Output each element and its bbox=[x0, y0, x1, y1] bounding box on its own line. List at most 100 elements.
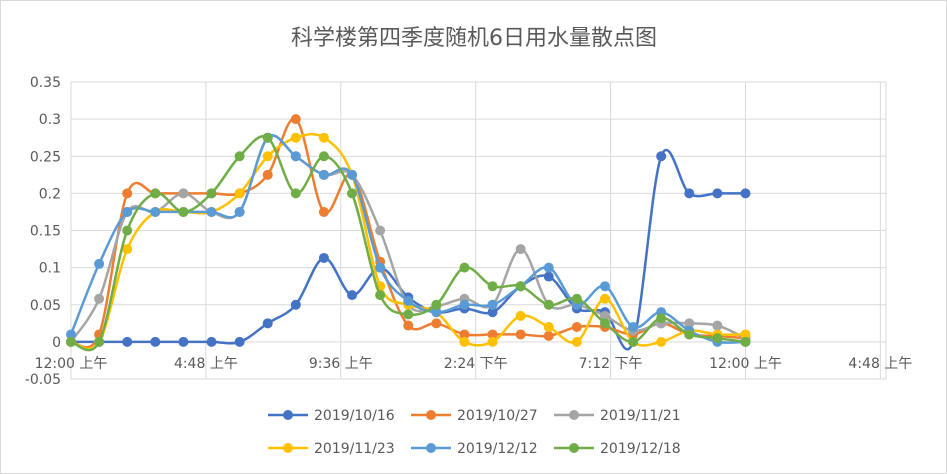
data-point bbox=[122, 336, 133, 347]
data-point bbox=[122, 206, 133, 217]
data-point bbox=[543, 271, 554, 282]
data-point bbox=[599, 318, 610, 329]
data-point bbox=[656, 313, 667, 324]
y-tick-label: 0.1 bbox=[39, 261, 61, 277]
data-point bbox=[290, 188, 301, 199]
data-point bbox=[318, 151, 329, 162]
legend-item: 2019/11/23 bbox=[268, 441, 395, 457]
data-point bbox=[628, 322, 639, 333]
data-point bbox=[290, 114, 301, 125]
data-point bbox=[178, 188, 189, 199]
data-point bbox=[290, 132, 301, 143]
data-point bbox=[290, 151, 301, 162]
data-point bbox=[206, 206, 217, 217]
data-point bbox=[234, 188, 245, 199]
legend: 2019/10/16 2019/10/27 2019/11/21 2019/11/23… bbox=[268, 408, 681, 457]
data-point bbox=[740, 329, 751, 340]
y-tick-label: 0.3 bbox=[39, 112, 61, 128]
legend-item: 2019/11/21 bbox=[554, 408, 681, 424]
data-point bbox=[403, 296, 414, 307]
data-point bbox=[234, 151, 245, 162]
data-point bbox=[375, 262, 386, 273]
data-point bbox=[487, 307, 498, 318]
data-point bbox=[318, 169, 329, 180]
data-point bbox=[318, 252, 329, 263]
data-point bbox=[347, 290, 358, 301]
data-point bbox=[347, 188, 358, 199]
data-point bbox=[262, 169, 273, 180]
data-point bbox=[94, 336, 105, 347]
chart-title: 科学楼第四季度随机6日用水量散点图 bbox=[291, 26, 657, 51]
data-point bbox=[487, 329, 498, 340]
data-point bbox=[487, 281, 498, 292]
data-point bbox=[599, 310, 610, 321]
data-point bbox=[599, 293, 610, 304]
data-point bbox=[94, 293, 105, 304]
legend-label: 2019/11/21 bbox=[600, 408, 681, 424]
data-point bbox=[66, 336, 76, 347]
data-point bbox=[712, 333, 723, 344]
series-line bbox=[70, 148, 746, 351]
data-point bbox=[403, 309, 414, 320]
legend-label: 2019/10/27 bbox=[457, 408, 538, 424]
data-point bbox=[740, 188, 751, 199]
data-point bbox=[740, 336, 751, 347]
data-point bbox=[150, 206, 161, 217]
data-point bbox=[459, 329, 470, 340]
y-tick-label: 0.15 bbox=[30, 224, 61, 240]
y-tick-label: 0.35 bbox=[30, 75, 61, 91]
series-group bbox=[66, 114, 751, 352]
data-point bbox=[515, 329, 526, 340]
data-point bbox=[515, 281, 526, 292]
data-point bbox=[122, 244, 133, 255]
x-axis-ticks: 12:00 上午 4:48 上午 9:36 上午 2:24 下午 7:12 下午 12:0… bbox=[35, 356, 913, 372]
data-point bbox=[206, 188, 217, 199]
data-point bbox=[347, 169, 358, 180]
legend-marker bbox=[569, 443, 579, 453]
data-point bbox=[178, 336, 189, 347]
data-point bbox=[234, 336, 245, 347]
data-point bbox=[628, 336, 639, 347]
series-2019-12-18 bbox=[66, 132, 751, 352]
data-point bbox=[122, 225, 133, 236]
data-point bbox=[656, 336, 667, 347]
data-point bbox=[543, 299, 554, 310]
x-tick-label: 4:48 上午 bbox=[848, 356, 912, 372]
legend-label: 2019/12/12 bbox=[457, 441, 538, 457]
legend-label: 2019/11/23 bbox=[314, 441, 395, 457]
data-point bbox=[375, 290, 386, 301]
data-point bbox=[290, 299, 301, 310]
data-point bbox=[571, 336, 582, 347]
data-point bbox=[543, 322, 554, 333]
data-point bbox=[487, 336, 498, 347]
data-point bbox=[375, 225, 386, 236]
data-point bbox=[150, 188, 161, 199]
data-point bbox=[543, 262, 554, 273]
x-tick-label: 4:48 上午 bbox=[174, 356, 238, 372]
y-tick-label: 0.05 bbox=[30, 298, 61, 314]
y-tick-label: 0.2 bbox=[39, 186, 61, 202]
data-point bbox=[403, 320, 414, 331]
x-tick-label: 12:00 上午 bbox=[35, 356, 108, 372]
data-point bbox=[684, 318, 695, 329]
y-axis-ticks: -0.05 0 0.05 0.1 0.15 0.2 0.25 0.3 0.35 bbox=[25, 75, 61, 388]
data-point bbox=[431, 299, 442, 310]
data-point bbox=[684, 188, 695, 199]
legend-item: 2019/12/18 bbox=[554, 441, 681, 457]
data-point bbox=[150, 336, 161, 347]
data-point bbox=[571, 322, 582, 333]
legend-marker bbox=[283, 443, 293, 453]
y-tick-label: 0.25 bbox=[30, 149, 61, 165]
legend-marker bbox=[283, 410, 293, 420]
x-tick-label: 12:00 上午 bbox=[709, 356, 782, 372]
x-tick-label: 7:12 下午 bbox=[579, 356, 643, 372]
data-point bbox=[684, 329, 695, 340]
data-point bbox=[122, 188, 133, 199]
data-point bbox=[459, 262, 470, 273]
legend-marker bbox=[426, 443, 436, 453]
x-tick-label: 2:24 下午 bbox=[444, 356, 508, 372]
legend-item: 2019/10/16 bbox=[268, 408, 395, 424]
data-point bbox=[178, 206, 189, 217]
